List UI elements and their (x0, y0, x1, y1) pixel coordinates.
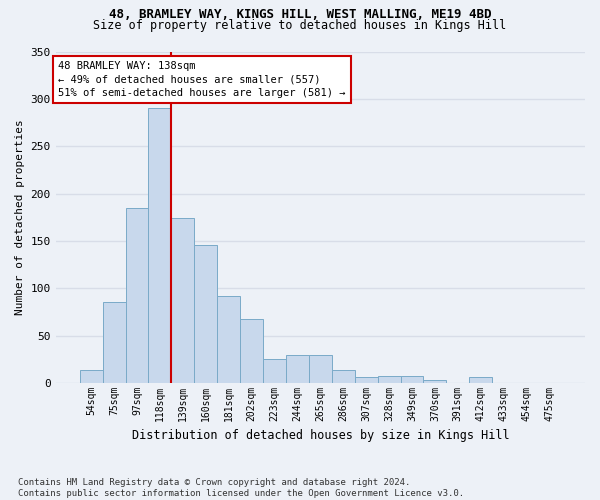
Bar (469, 378, 492, 383)
Bar (309, 354, 332, 383)
Bar (125, 208, 148, 383)
Bar (217, 296, 240, 383)
Bar (103, 302, 125, 383)
Bar (80, 370, 103, 383)
Bar (194, 245, 217, 383)
Text: Contains HM Land Registry data © Crown copyright and database right 2024.
Contai: Contains HM Land Registry data © Crown c… (18, 478, 464, 498)
X-axis label: Distribution of detached houses by size in Kings Hill: Distribution of detached houses by size … (131, 430, 509, 442)
Bar (377, 376, 401, 383)
Bar (286, 354, 309, 383)
Bar (172, 218, 194, 383)
Bar (401, 376, 424, 383)
Y-axis label: Number of detached properties: Number of detached properties (15, 120, 25, 315)
Bar (148, 108, 172, 383)
Bar (424, 380, 446, 383)
Text: Size of property relative to detached houses in Kings Hill: Size of property relative to detached ho… (94, 19, 506, 32)
Bar (332, 370, 355, 383)
Text: 48 BRAMLEY WAY: 138sqm
← 49% of detached houses are smaller (557)
51% of semi-de: 48 BRAMLEY WAY: 138sqm ← 49% of detached… (58, 62, 346, 98)
Text: 48, BRAMLEY WAY, KINGS HILL, WEST MALLING, ME19 4BD: 48, BRAMLEY WAY, KINGS HILL, WEST MALLIN… (109, 8, 491, 20)
Bar (355, 378, 377, 383)
Bar (240, 318, 263, 383)
Bar (263, 358, 286, 383)
